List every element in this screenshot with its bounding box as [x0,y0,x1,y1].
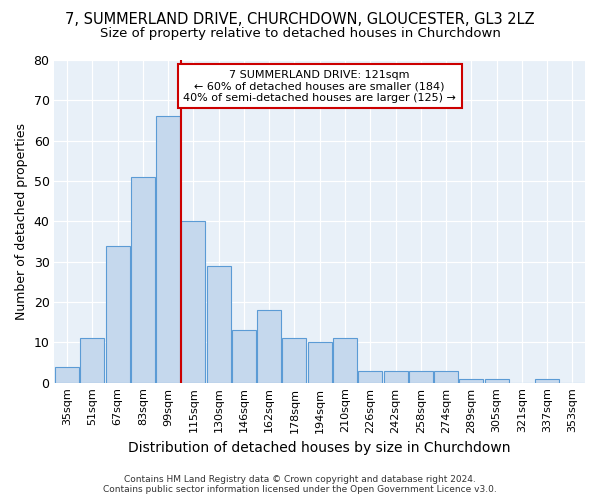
Bar [409,370,433,382]
Bar [232,330,256,382]
Bar [80,338,104,382]
Bar [55,366,79,382]
Bar [257,310,281,382]
Bar [308,342,332,382]
Bar [333,338,357,382]
Bar [460,378,484,382]
X-axis label: Distribution of detached houses by size in Churchdown: Distribution of detached houses by size … [128,441,511,455]
Text: 7, SUMMERLAND DRIVE, CHURCHDOWN, GLOUCESTER, GL3 2LZ: 7, SUMMERLAND DRIVE, CHURCHDOWN, GLOUCES… [65,12,535,28]
Bar [535,378,559,382]
Bar [131,177,155,382]
Bar [156,116,180,382]
Bar [106,246,130,382]
Text: Contains HM Land Registry data © Crown copyright and database right 2024.
Contai: Contains HM Land Registry data © Crown c… [103,474,497,494]
Bar [434,370,458,382]
Text: 7 SUMMERLAND DRIVE: 121sqm
← 60% of detached houses are smaller (184)
40% of sem: 7 SUMMERLAND DRIVE: 121sqm ← 60% of deta… [183,70,456,103]
Bar [383,370,407,382]
Bar [181,222,205,382]
Bar [485,378,509,382]
Y-axis label: Number of detached properties: Number of detached properties [15,123,28,320]
Bar [358,370,382,382]
Text: Size of property relative to detached houses in Churchdown: Size of property relative to detached ho… [100,28,500,40]
Bar [283,338,307,382]
Bar [206,266,230,382]
